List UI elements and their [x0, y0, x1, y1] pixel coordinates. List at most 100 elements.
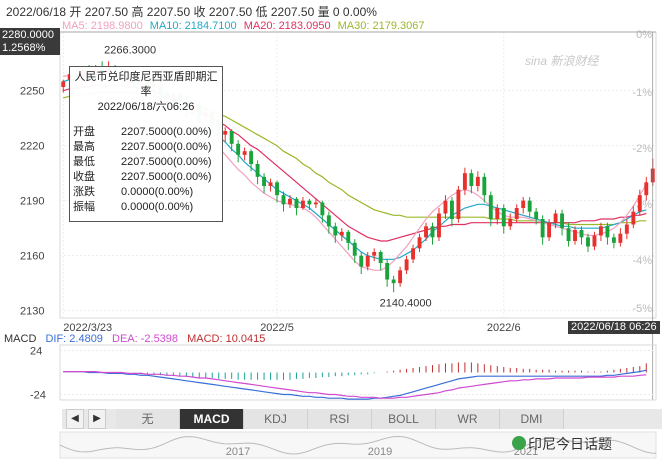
tab-wr[interactable]: WR: [436, 409, 500, 429]
candle-body: [268, 182, 273, 186]
tab-dmi[interactable]: DMI: [500, 409, 564, 429]
candle-body: [372, 252, 377, 256]
pct-tick-label: -2%: [632, 143, 652, 155]
candle-body: [501, 208, 506, 227]
candle-body: [378, 252, 383, 263]
candle-body: [547, 222, 552, 238]
high-annotation: 2266.3000: [104, 44, 156, 56]
candle-body: [61, 81, 66, 87]
macd-legend: MACD DIF: 2.4809 DEA: -2.5398 MACD: 10.0…: [4, 333, 271, 345]
candle-body: [462, 173, 467, 190]
candle-body: [300, 200, 305, 208]
candle-body: [275, 182, 279, 196]
overview-line: [59, 435, 657, 455]
overview-year-label: 2019: [368, 446, 392, 458]
ohlc-header: 2022/06/18 开 2207.50 高 2207.50 收 2207.50…: [6, 5, 377, 19]
candle-body: [326, 215, 331, 227]
tab-macd[interactable]: MACD: [180, 409, 244, 429]
candle-body: [488, 195, 493, 219]
candle-body: [592, 235, 597, 247]
candle-body: [242, 151, 247, 155]
candle-body: [618, 233, 623, 243]
overview-year-label: 2017: [226, 446, 250, 458]
candle-body: [637, 195, 642, 212]
candle-body: [236, 143, 241, 155]
candle-body: [469, 173, 474, 186]
tab-boll[interactable]: BOLL: [372, 409, 436, 429]
macd-tick-label: -24: [30, 390, 46, 402]
candle-body: [456, 189, 461, 219]
macd-value-label: MACD: 10.0415: [187, 333, 266, 345]
tab-kdj[interactable]: KDJ: [244, 409, 308, 429]
candle-body: [495, 208, 500, 219]
dif-line: [63, 369, 647, 400]
candle-body: [365, 255, 370, 267]
candle-body: [255, 164, 260, 177]
candle-body: [540, 219, 545, 238]
tooltip-title: 人民币兑印度尼西亚盾即期汇率: [74, 71, 218, 98]
candle-body: [437, 213, 441, 238]
y-tick-label: 2130: [20, 306, 44, 318]
candle-body: [644, 182, 649, 196]
dea-label: DEA: -2.5398: [112, 333, 179, 345]
candle-body: [223, 131, 228, 135]
candle-body: [417, 237, 422, 249]
crosshair-price-label: 2280.0000: [0, 28, 60, 42]
pct-tick-label: -1%: [632, 87, 652, 99]
candle-body: [624, 224, 629, 234]
candle-body: [560, 213, 565, 229]
candle-body: [359, 255, 364, 267]
candle-body: [508, 219, 513, 227]
price-tooltip: 人民币兑印度尼西亚盾即期汇率 2022/06/18/六06:26 开盘 2207.…: [69, 66, 223, 222]
candle-body: [288, 198, 292, 205]
candle-body: [229, 131, 234, 144]
y-tick-label: 2190: [20, 196, 44, 208]
candle-body: [352, 242, 357, 256]
candle-body: [534, 211, 539, 219]
candle-body: [573, 230, 577, 241]
candle-body: [514, 208, 519, 219]
y-tick-label: 2160: [20, 251, 44, 263]
candle-body: [605, 226, 610, 238]
macd-tick-label: 24: [30, 346, 42, 358]
dea-line: [63, 371, 647, 399]
candle-body: [262, 176, 267, 186]
ma5-label: MA5: 2198.9800: [62, 20, 143, 32]
pct-tick-label: -3%: [632, 199, 652, 211]
candle-body: [320, 202, 325, 216]
candle-body: [527, 200, 532, 212]
candle-body: [566, 228, 571, 241]
candle-body: [579, 230, 584, 238]
candle-body: [586, 237, 590, 247]
candle-body: [294, 198, 299, 208]
candle-body: [404, 259, 409, 271]
candle-body: [385, 263, 390, 280]
pct-tick-label: -4%: [632, 255, 652, 267]
crosshair-pct-label: 1.2568%: [0, 41, 60, 55]
ma10-label: MA10: 2184.7100: [149, 20, 237, 32]
candle-body: [449, 200, 454, 219]
candle-body: [424, 226, 428, 238]
x-tick-label: 2022/5: [260, 322, 294, 334]
candle-body: [521, 200, 526, 208]
y-tick-label: 2250: [20, 86, 44, 98]
candle-body: [411, 248, 416, 260]
candle-body: [598, 226, 603, 236]
candle-body: [249, 151, 254, 164]
tab-无[interactable]: 无: [116, 409, 180, 429]
scroll-left-button[interactable]: ◀: [66, 409, 84, 429]
candle-body: [611, 237, 616, 243]
wechat-icon: [512, 436, 526, 450]
ma20-label: MA20: 2183.0950: [243, 20, 331, 32]
tab-rsi[interactable]: RSI: [308, 409, 372, 429]
candle-body: [346, 231, 351, 243]
crosshair-date-label: 2022/06/18 06:26: [568, 321, 660, 334]
candle-body: [482, 176, 487, 196]
pct-tick-label: -5%: [632, 303, 652, 315]
tooltip-date: 2022/06/18/六06:26: [97, 101, 195, 113]
brand-label: 印尼今日话题: [528, 436, 612, 452]
candle-body: [553, 213, 558, 223]
scroll-right-button[interactable]: ▶: [88, 409, 106, 429]
